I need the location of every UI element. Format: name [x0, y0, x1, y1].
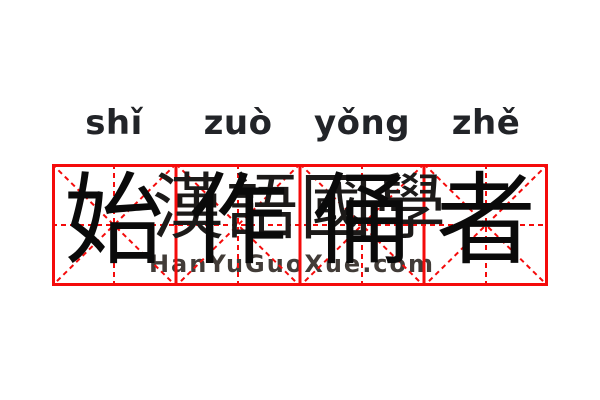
character-zhe: 者	[436, 162, 536, 279]
pinyin-syllable-zhe: zhě	[451, 103, 521, 143]
site-watermark: HanYuGuoXue.com	[148, 250, 436, 278]
pinyin-syllable-yong: yǒng	[313, 103, 411, 143]
grid-guide-lines	[52, 164, 548, 286]
character-shi: 始	[64, 162, 164, 279]
grid-borders	[52, 164, 548, 286]
character-practice-grid: HanYuGuoXue.com	[52, 164, 548, 286]
character-zuo: 作	[188, 162, 288, 279]
pinyin-syllable-zuo: zuò	[203, 103, 273, 143]
pinyin-syllable-shi: shǐ	[85, 103, 143, 143]
cjk-watermark: 漢語國學	[151, 165, 449, 250]
grid-lines	[52, 164, 548, 286]
pinyin-row: shǐ zuò yǒng zhě	[0, 0, 600, 160]
character-yong: 俑	[312, 162, 412, 279]
